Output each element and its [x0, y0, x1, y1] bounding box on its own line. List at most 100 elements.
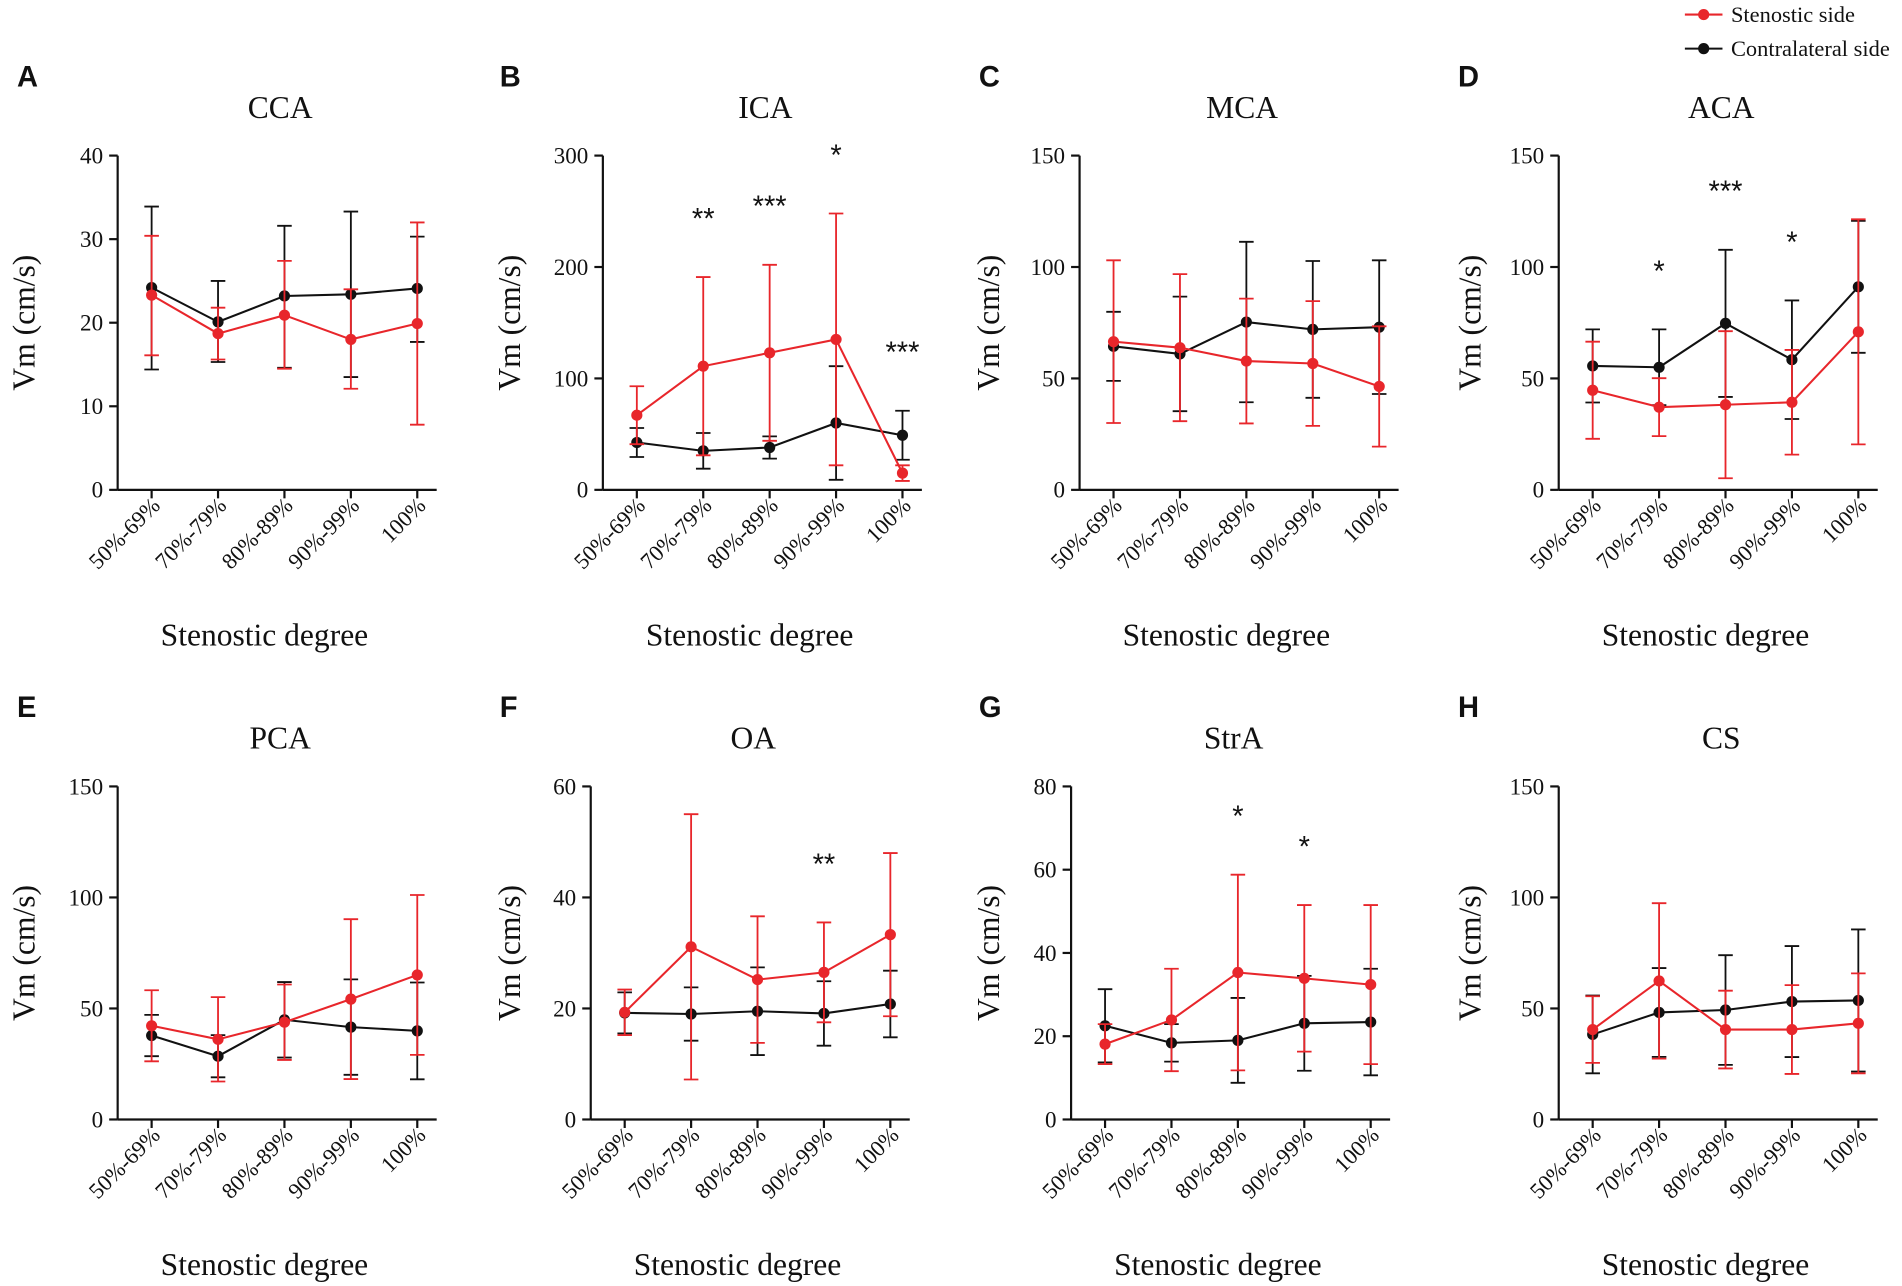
- y-tick-label: 50: [1521, 365, 1544, 391]
- stenostic-side-point: [619, 1006, 631, 1018]
- chart-title: CS: [1702, 721, 1741, 756]
- chart-title: PCA: [250, 721, 312, 756]
- y-tick-label: 0: [1533, 1106, 1545, 1132]
- panel-letter: D: [1458, 61, 1479, 93]
- x-axis-label: Stenostic degree: [1602, 1247, 1810, 1282]
- x-tick-label: 80%-89%: [1658, 493, 1739, 574]
- stenostic-side-point: [1240, 355, 1252, 367]
- y-tick-label: 0: [1533, 477, 1545, 503]
- x-tick-label: 90%-99%: [1236, 1122, 1317, 1203]
- x-tick-label: 70%-79%: [150, 1122, 231, 1203]
- significance-marker: *: [830, 140, 841, 172]
- chart-panel-e: E PCA 0 50 100 150 50%-69%70%-79%80%-89%90%-99…: [7, 692, 437, 1282]
- x-tick-label: 100%: [849, 1122, 904, 1177]
- legend-label: Stenostic side: [1731, 2, 1855, 27]
- x-tick-label: 70%-79%: [1112, 493, 1193, 574]
- y-tick-label: 150: [1510, 142, 1545, 168]
- stenostic-side-point: [1232, 966, 1244, 979]
- x-axis-label: Stenostic degree: [634, 1247, 842, 1282]
- chart-title: MCA: [1206, 90, 1278, 125]
- stenostic-side-point: [146, 289, 158, 301]
- y-axis-label: Vm (cm/s): [971, 885, 1006, 1021]
- stenostic-side-point: [146, 1020, 158, 1032]
- chart-panel-h: H CS 0 50 100 150 50%-69%70%-79%80%-89%90%-99%…: [1453, 692, 1878, 1282]
- stenostic-side-point: [1373, 380, 1385, 393]
- stenostic-side-point: [1852, 326, 1864, 338]
- contralateral-side-point: [896, 429, 909, 441]
- y-tick-label: 20: [80, 310, 103, 336]
- x-tick-label: 70%-79%: [1104, 1122, 1185, 1203]
- contralateral-side-point: [764, 441, 776, 454]
- significance-marker: *: [1299, 831, 1310, 863]
- x-tick-label: 80%-89%: [690, 1122, 771, 1203]
- x-tick-label: 100%: [376, 1122, 431, 1177]
- significance-marker: ***: [885, 337, 919, 369]
- contralateral-side-point: [1719, 317, 1732, 329]
- y-tick-label: 150: [1510, 773, 1545, 799]
- x-axis-label: Stenostic degree: [1123, 617, 1331, 652]
- y-tick-label: 60: [1033, 857, 1056, 883]
- x-tick-label: 90%-99%: [283, 1122, 364, 1203]
- stenostic-side-point: [411, 317, 423, 330]
- x-tick-label: 80%-89%: [217, 1122, 298, 1203]
- stenostic-side-point: [1653, 401, 1665, 413]
- y-tick-label: 100: [69, 884, 104, 910]
- legend-marker: [1698, 8, 1710, 21]
- stenostic-side-point: [1719, 399, 1732, 411]
- x-tick-label: 90%-99%: [1724, 493, 1805, 574]
- x-tick-label: 80%-89%: [1658, 1122, 1739, 1203]
- x-axis-label: Stenostic degree: [646, 617, 854, 652]
- y-axis-label: Vm (cm/s): [7, 885, 42, 1021]
- stenostic-side-point: [884, 929, 896, 941]
- stenostic-side-point: [1587, 1023, 1599, 1036]
- panel-letter: A: [17, 61, 38, 93]
- y-axis-label: Vm (cm/s): [492, 255, 527, 391]
- stenostic-side-point: [1365, 979, 1377, 991]
- legend-item-stenostic-side: Stenostic side: [1684, 2, 1855, 27]
- stenostic-side-point: [764, 347, 776, 359]
- y-tick-label: 40: [553, 884, 576, 910]
- y-tick-label: 0: [565, 1106, 577, 1132]
- stenostic-side-point: [1165, 1014, 1178, 1026]
- x-tick-label: 70%-79%: [150, 493, 231, 574]
- stenostic-side-point: [1786, 396, 1798, 408]
- chart-title: ACA: [1688, 90, 1755, 125]
- y-tick-label: 150: [69, 773, 104, 799]
- y-tick-label: 100: [554, 365, 589, 391]
- y-tick-label: 40: [1033, 940, 1056, 966]
- chart-panel-a: A CCA 0 10 20 30 40 50%-69%70%-79%80%-89%90%-99…: [7, 61, 437, 652]
- x-tick-label: 100%: [376, 493, 431, 548]
- stenostic-side-point: [751, 974, 764, 986]
- significance-marker: **: [813, 849, 836, 881]
- significance-marker: ***: [1709, 176, 1743, 208]
- x-axis-label: Stenostic degree: [1602, 617, 1810, 652]
- x-tick-label: 70%-79%: [1591, 493, 1672, 574]
- x-tick-label: 70%-79%: [623, 1122, 704, 1203]
- x-tick-label: 90%-99%: [1245, 493, 1326, 574]
- chart-panel-b: B ICA 0 100 200 300 50%-69%70%-79%80%-89%90%-9…: [492, 61, 922, 652]
- y-tick-label: 100: [1030, 254, 1065, 280]
- x-tick-label: 90%-99%: [768, 493, 849, 574]
- y-tick-label: 200: [554, 254, 589, 280]
- x-tick-label: 100%: [1338, 493, 1393, 548]
- y-tick-label: 20: [1033, 1023, 1056, 1049]
- stenostic-side-point: [278, 1016, 291, 1028]
- x-tick-label: 100%: [1817, 1122, 1872, 1177]
- significance-marker: *: [1653, 256, 1664, 288]
- x-tick-label: 100%: [861, 493, 916, 548]
- chart-panel-f: F OA 0 20 40 60 50%-69%70%-79%80%-89%90%-99% 10…: [492, 692, 910, 1282]
- legend: Stenostic side Contralateral side: [1684, 2, 1890, 61]
- y-tick-label: 10: [80, 393, 103, 419]
- y-tick-label: 60: [553, 773, 576, 799]
- stenostic-side-point: [1587, 384, 1599, 396]
- x-tick-label: 50%-69%: [1046, 493, 1127, 574]
- y-tick-label: 100: [1510, 254, 1545, 280]
- x-tick-label: 80%-89%: [702, 493, 783, 574]
- y-tick-label: 50: [1042, 365, 1065, 391]
- y-tick-label: 50: [80, 995, 103, 1021]
- x-tick-label: 90%-99%: [1724, 1122, 1805, 1203]
- x-tick-label: 50%-69%: [84, 1122, 165, 1203]
- x-tick-label: 50%-69%: [557, 1122, 638, 1203]
- x-tick-label: 90%-99%: [756, 1122, 837, 1203]
- chart-title: StrA: [1204, 721, 1264, 756]
